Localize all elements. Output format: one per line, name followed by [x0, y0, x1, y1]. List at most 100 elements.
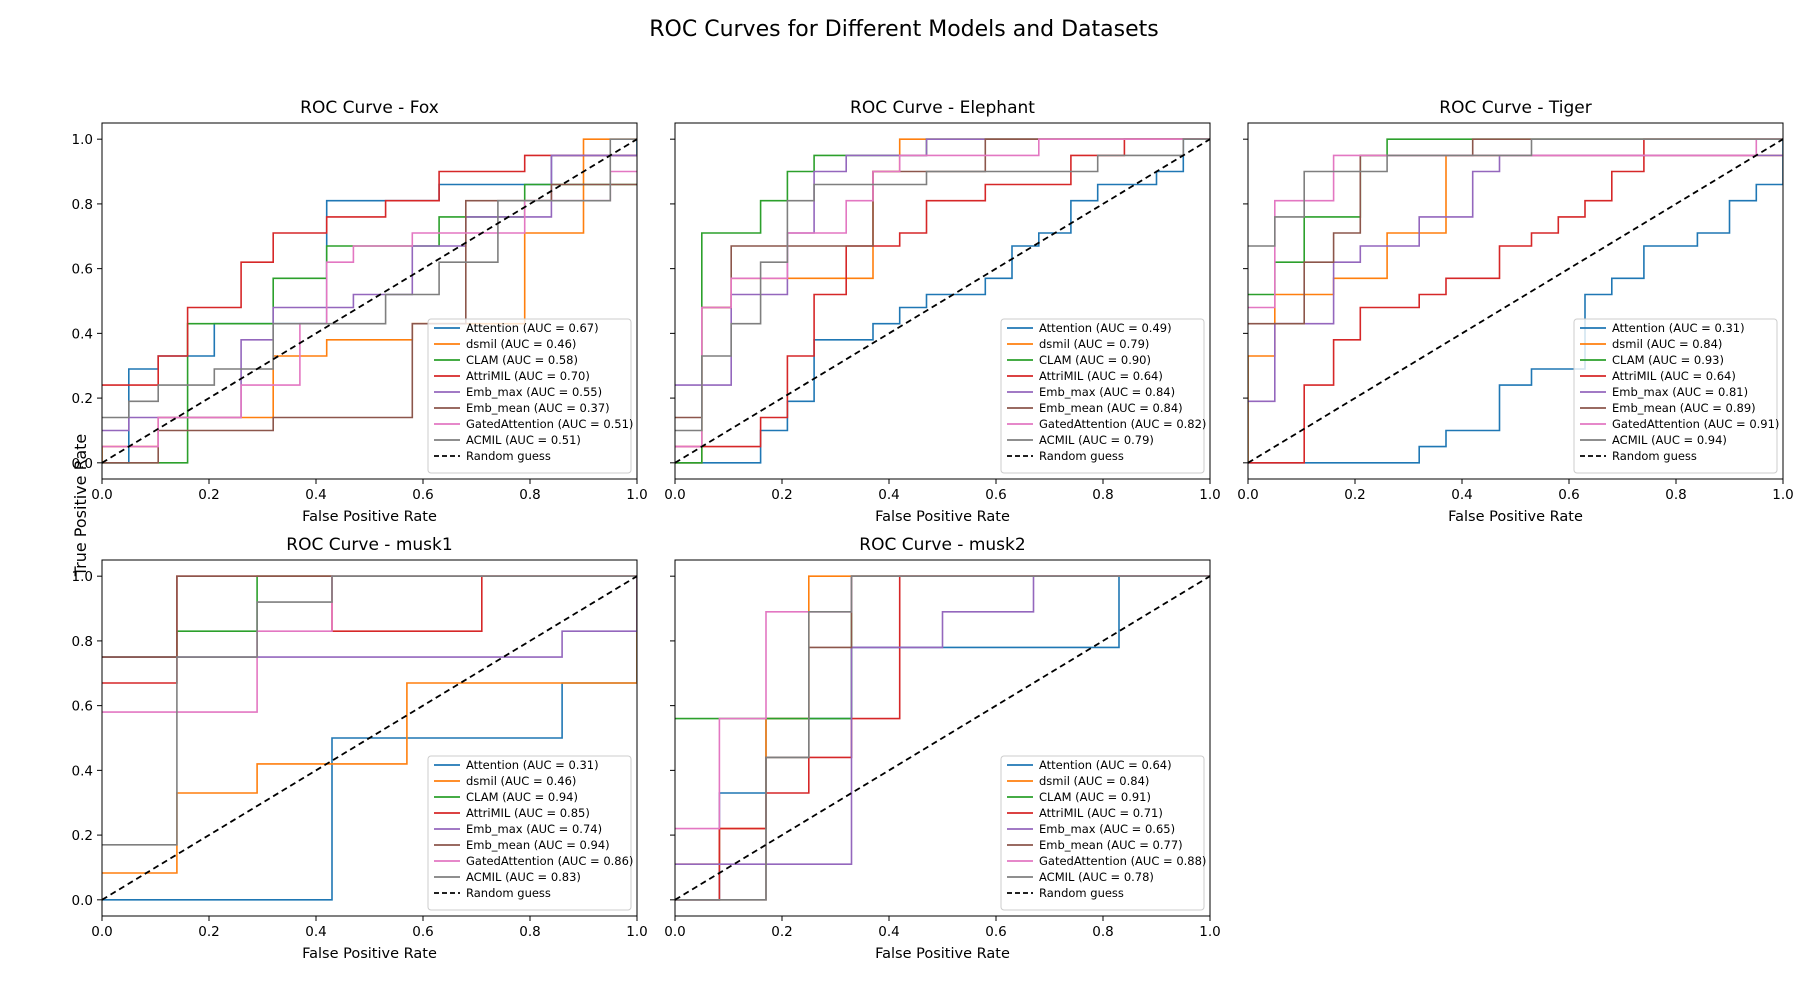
x-tick-label: 0.6	[412, 924, 433, 940]
roc-series-line	[675, 138, 1210, 432]
x-tick-label: 0.8	[519, 924, 540, 940]
legend-entry-label: Random guess	[1612, 449, 1697, 463]
x-tick-label: 0.0	[664, 487, 685, 503]
legend-entry-label: Emb_max (AUC = 0.65)	[1039, 822, 1175, 836]
plot-frame	[101, 559, 638, 917]
legend-entry-label: GatedAttention (AUC = 0.51)	[466, 417, 633, 431]
x-axis-label: False Positive Rate	[875, 509, 1010, 525]
roc-series-line	[675, 138, 1210, 448]
x-tick-label: 0.4	[878, 487, 899, 503]
y-tick-label: 0.8	[72, 634, 93, 650]
legend-entry-label: ACMIL (AUC = 0.94)	[1612, 433, 1727, 447]
legend-entry-label: GatedAttention (AUC = 0.86)	[466, 854, 633, 868]
x-tick-label: 0.8	[1665, 487, 1686, 503]
legend-entry-label: ACMIL (AUC = 0.78)	[1039, 870, 1154, 884]
x-tick-label: 0.8	[519, 487, 540, 503]
subplot-title: ROC Curve - musk1	[286, 535, 452, 555]
legend-entry-label: Random guess	[466, 449, 551, 463]
x-tick-label: 0.4	[305, 924, 326, 940]
legend-entry-label: Emb_mean (AUC = 0.89)	[1612, 401, 1756, 415]
roc-panel: ROC Curve - musk1 0.0 0.2 0.4 0.6 0.8 1.0 0.0 0.…	[72, 535, 648, 962]
x-tick-label: 0.6	[412, 487, 433, 503]
legend: Attention (AUC = 0.31) dsmil (AUC = 0.46)…	[427, 755, 633, 911]
legend-entry-label: Attention (AUC = 0.67)	[466, 321, 599, 335]
x-axis-label: False Positive Rate	[1448, 509, 1583, 525]
y-tick-label: 0.0	[72, 893, 93, 909]
x-tick-label: 1.0	[1199, 924, 1220, 940]
y-tick-label: 0.8	[72, 197, 93, 213]
legend-entry-label: AttriMIL (AUC = 0.71)	[1039, 806, 1163, 820]
roc-series-line	[102, 575, 637, 658]
roc-series-line	[1248, 139, 1783, 464]
legend-entry-label: dsmil (AUC = 0.46)	[466, 774, 576, 788]
roc-series-line	[1248, 138, 1783, 247]
legend: Attention (AUC = 0.31) dsmil (AUC = 0.84)…	[1573, 318, 1779, 474]
x-tick-label: 0.2	[771, 487, 792, 503]
curves	[675, 138, 1210, 464]
x-axis-label: False Positive Rate	[302, 509, 437, 525]
random-guess-line	[102, 138, 637, 464]
legend-entry-label: dsmil (AUC = 0.46)	[466, 337, 576, 351]
roc-series-line	[102, 154, 637, 386]
shared-y-axis-label: True Positive Rate	[71, 434, 90, 578]
y-tick-label: 0.4	[72, 763, 93, 779]
roc-series-line	[675, 575, 1210, 866]
legend: Attention (AUC = 0.67) dsmil (AUC = 0.46)…	[427, 318, 633, 474]
legend-entry-label: Attention (AUC = 0.31)	[1612, 321, 1745, 335]
legend-entry-label: Emb_max (AUC = 0.84)	[1039, 385, 1175, 399]
legend-entry-label: AttriMIL (AUC = 0.64)	[1039, 369, 1163, 383]
legend-entry-label: Random guess	[1039, 449, 1124, 463]
legend-entry-label: GatedAttention (AUC = 0.91)	[1612, 417, 1779, 431]
legend-entry-label: CLAM (AUC = 0.91)	[1039, 790, 1151, 804]
roc-panel: ROC Curve - musk2 0.0 0.2 0.4 0.6 0.8 1.0 False…	[664, 535, 1220, 962]
roc-series-line	[102, 576, 637, 874]
x-tick-label: 0.4	[1451, 487, 1472, 503]
y-tick-label: 0.6	[72, 262, 93, 278]
subplot-title: ROC Curve - Elephant	[850, 98, 1035, 118]
x-tick-label: 0.8	[1092, 487, 1113, 503]
x-tick-label: 0.2	[198, 924, 219, 940]
curves	[1248, 138, 1783, 464]
y-tick-label: 0.4	[72, 326, 93, 342]
x-tick-label: 1.0	[626, 487, 647, 503]
legend-entry-label: Emb_mean (AUC = 0.77)	[1039, 838, 1183, 852]
roc-series-line	[1248, 138, 1783, 309]
random-guess-line	[675, 575, 1210, 901]
roc-series-line	[1248, 138, 1783, 325]
legend-entry-label: Emb_mean (AUC = 0.37)	[466, 401, 610, 415]
subplot-title: ROC Curve - musk2	[859, 535, 1025, 555]
roc-series-line	[1248, 138, 1783, 464]
legend-entry-label: Random guess	[1039, 886, 1124, 900]
x-tick-label: 0.0	[91, 924, 112, 940]
roc-series-line	[102, 575, 637, 846]
legend-entry-label: AttriMIL (AUC = 0.85)	[466, 806, 590, 820]
legend-entry-label: Emb_max (AUC = 0.81)	[1612, 385, 1748, 399]
legend-entry-label: ACMIL (AUC = 0.83)	[466, 870, 581, 884]
x-tick-label: 0.0	[664, 924, 685, 940]
plot-frame	[101, 122, 638, 480]
roc-panel: ROC Curve - Fox 0.0 0.2 0.4 0.6 0.8 1.0 0.0 0.2 0…	[72, 98, 648, 525]
x-tick-label: 0.6	[985, 924, 1006, 940]
x-tick-label: 1.0	[1199, 487, 1220, 503]
legend-entry-label: Emb_mean (AUC = 0.94)	[466, 838, 610, 852]
curves	[102, 138, 637, 464]
legend-entry-label: CLAM (AUC = 0.94)	[466, 790, 578, 804]
x-tick-label: 1.0	[1772, 487, 1793, 503]
roc-panel: ROC Curve - Tiger 0.0 0.2 0.4 0.6 0.8 1.0 False…	[1237, 98, 1793, 525]
y-tick-label: 0.0	[72, 456, 93, 472]
x-tick-label: 0.4	[305, 487, 326, 503]
y-tick-label: 0.2	[72, 828, 93, 844]
subplot-title: ROC Curve - Tiger	[1439, 98, 1591, 118]
x-tick-label: 1.0	[626, 924, 647, 940]
roc-series-line	[102, 575, 637, 684]
roc-series-line	[102, 576, 637, 901]
x-tick-label: 0.0	[1237, 487, 1258, 503]
legend-entry-label: Emb_max (AUC = 0.74)	[466, 822, 602, 836]
x-axis-label: False Positive Rate	[875, 946, 1010, 962]
legend-entry-label: Attention (AUC = 0.31)	[466, 758, 599, 772]
legend-frame	[1000, 318, 1205, 474]
roc-series-line	[675, 138, 1210, 464]
plot-frame	[1247, 122, 1784, 480]
x-tick-label: 0.4	[878, 924, 899, 940]
